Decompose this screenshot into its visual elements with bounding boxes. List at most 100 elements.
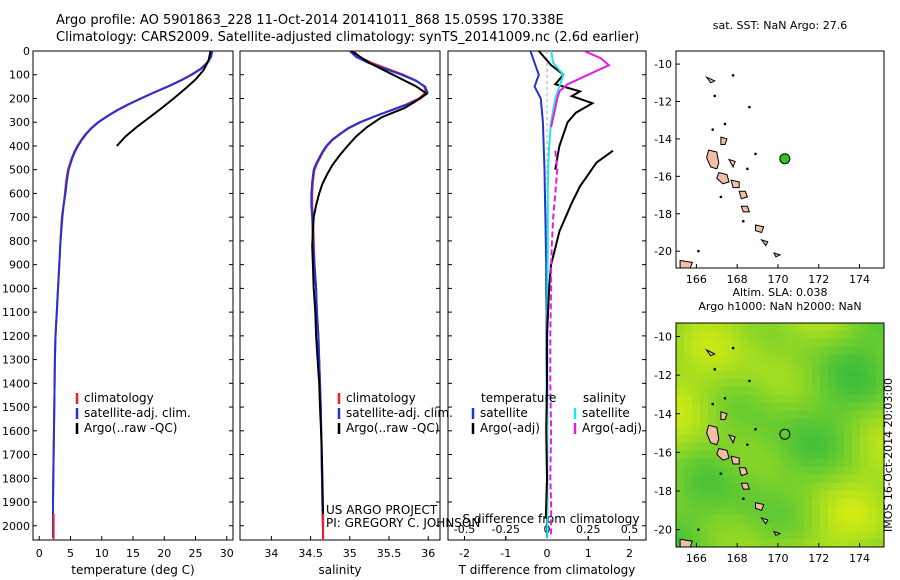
sla-cell (740, 531, 749, 540)
sla-cell (724, 443, 733, 452)
sla-cell (748, 411, 757, 420)
sla-cell (684, 347, 693, 356)
sla-cell (788, 331, 797, 340)
sla-cell (732, 363, 741, 372)
map-sst-xtick-label: 168 (727, 273, 748, 286)
island (740, 482, 751, 490)
sla-cell (676, 483, 685, 492)
sla-cell (820, 483, 829, 492)
sla-cell (764, 507, 773, 516)
depth-tick-label: 300 (9, 116, 30, 129)
sla-cell (796, 363, 805, 372)
sla-cell (692, 515, 701, 524)
sla-cell (676, 499, 685, 508)
sla-cell (676, 491, 685, 500)
sla-cell (676, 363, 685, 372)
sla-cell (844, 435, 853, 444)
salinity-xtick-tick-label: 34 (264, 547, 278, 560)
sla-cell (780, 443, 789, 452)
sla-cell (676, 435, 685, 444)
sla-cell (836, 419, 845, 428)
sla-cell (812, 371, 821, 380)
sla-cell (716, 331, 725, 340)
sla-cell (836, 467, 845, 476)
island (772, 530, 782, 537)
island (772, 252, 782, 258)
depth-tick-label: 1200 (2, 330, 30, 343)
sla-cell (700, 459, 709, 468)
sla-cell (732, 435, 741, 444)
sla-cell (756, 395, 765, 404)
depth-tick-label: 600 (9, 187, 30, 200)
sla-cell (780, 411, 789, 420)
sla-cell (724, 419, 733, 428)
islet (719, 195, 723, 199)
sla-cell (788, 339, 797, 348)
sla-cell (700, 379, 709, 388)
sla-cell (764, 403, 773, 412)
sla-cell (788, 491, 797, 500)
sla-cell (820, 419, 829, 428)
depth-tick-label: 1700 (2, 449, 30, 462)
difference-series-4 (544, 149, 614, 519)
sla-cell (844, 363, 853, 372)
sla-cell (740, 411, 749, 420)
sla-cell (860, 323, 869, 332)
sla-cell (716, 443, 725, 452)
sla-cell (684, 355, 693, 364)
sla-cell (844, 323, 853, 332)
sla-cell (868, 387, 877, 396)
sla-cell (820, 467, 829, 476)
sla-cell (820, 443, 829, 452)
sla-cell (828, 435, 837, 444)
sla-cell (876, 523, 884, 532)
temperature-xtick-tick-label: 10 (95, 547, 109, 560)
sla-cell (748, 435, 757, 444)
sla-cell (828, 499, 837, 508)
sla-cell (876, 531, 884, 540)
sla-cell (700, 531, 709, 540)
sla-cell (684, 419, 693, 428)
sla-cell (732, 483, 741, 492)
map-sst-ytick-label: -20 (654, 245, 672, 258)
map-sst-ytick-label: -14 (654, 133, 672, 146)
sla-cell (740, 323, 749, 332)
sla-cell (828, 331, 837, 340)
sla-cell (804, 411, 813, 420)
sla-cell (764, 347, 773, 356)
island (706, 149, 720, 170)
sla-cell (764, 531, 773, 540)
sla-cell (756, 531, 765, 540)
diff-legend-label: satellite (582, 406, 630, 420)
sla-cell (844, 379, 853, 388)
sla-cell (708, 523, 717, 532)
sla-cell (820, 339, 829, 348)
sla-cell (836, 483, 845, 492)
sla-cell (780, 539, 789, 547)
sla-cell (820, 515, 829, 524)
depth-tick-label: 1100 (2, 306, 30, 319)
sla-cell (780, 355, 789, 364)
sla-cell (788, 395, 797, 404)
sla-cell (764, 451, 773, 460)
sla-cell (812, 491, 821, 500)
sla-cell (868, 339, 877, 348)
sla-cell (676, 443, 685, 452)
sla-cell (780, 515, 789, 524)
sla-cell (836, 355, 845, 364)
map-sla-ytick-label: -14 (654, 408, 672, 421)
map-sst-plot (679, 74, 791, 268)
sla-cell (820, 475, 829, 484)
sla-cell (812, 515, 821, 524)
sla-cell (876, 355, 884, 364)
sla-cell (876, 459, 884, 468)
sla-cell (868, 403, 877, 412)
depth-tick-label: 100 (9, 69, 30, 82)
sla-cell (860, 467, 869, 476)
sla-cell (724, 427, 733, 436)
island (755, 501, 765, 511)
sla-cell (764, 387, 773, 396)
sla-cell (764, 363, 773, 372)
sla-cell (716, 459, 725, 468)
